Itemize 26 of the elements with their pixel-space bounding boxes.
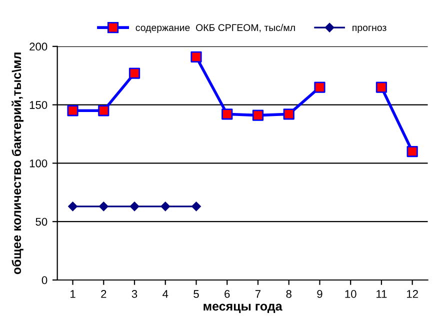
y-tick-label: 50 bbox=[36, 218, 48, 226]
x-tick-label: 3 bbox=[132, 290, 138, 298]
x-tick-label: 7 bbox=[255, 290, 261, 298]
y-tick-label: 200 bbox=[30, 42, 48, 51]
x-tick-label: 1 bbox=[70, 290, 76, 298]
y-tick-label: 0 bbox=[42, 276, 48, 284]
x-tick-label: 10 bbox=[345, 290, 356, 298]
x-tick-label: 6 bbox=[224, 290, 230, 298]
point bbox=[160, 202, 170, 212]
point bbox=[192, 202, 201, 212]
point bbox=[68, 202, 78, 212]
x-tick-label: 5 bbox=[194, 290, 199, 298]
legend-label: прогноз bbox=[352, 26, 386, 33]
y-axis-title: общее количество бактерий,тыс\мл bbox=[12, 52, 24, 274]
y-tick-label: 100 bbox=[30, 159, 48, 168]
x-tick-label: 2 bbox=[101, 290, 106, 298]
x-tick-label: 4 bbox=[162, 290, 168, 298]
point bbox=[99, 202, 108, 212]
point bbox=[130, 202, 140, 212]
y-tick-label: 150 bbox=[30, 101, 48, 109]
legend-label: содержание ОКБ СРГЕОМ, тыс/мл bbox=[136, 24, 295, 33]
x-tick-label: 11 bbox=[376, 290, 387, 298]
x-tick-label: 9 bbox=[317, 290, 322, 298]
x-tick-label: 8 bbox=[286, 290, 292, 298]
x-axis-title: месяцы года bbox=[204, 304, 282, 314]
x-tick-label: 12 bbox=[407, 290, 418, 298]
